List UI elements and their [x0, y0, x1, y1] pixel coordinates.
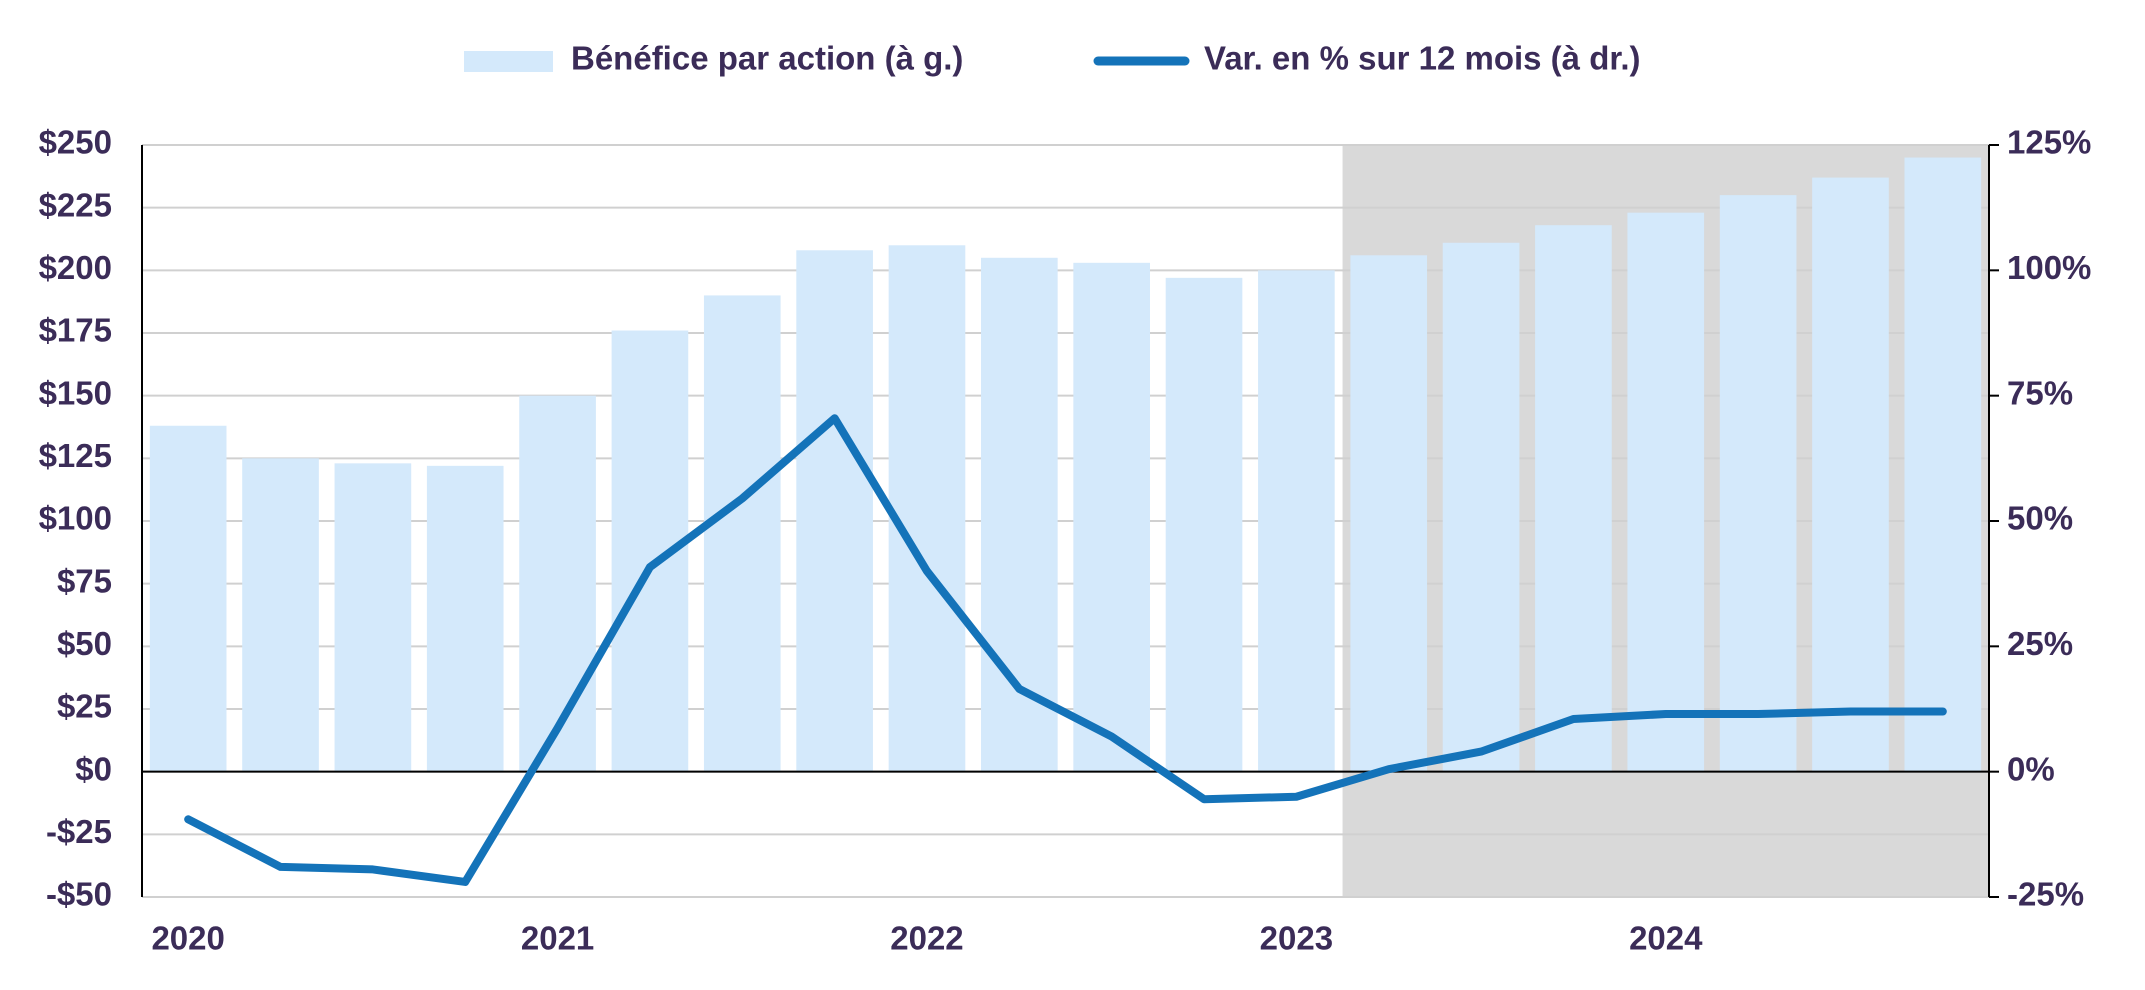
y-tick-label: $225 — [39, 186, 112, 223]
y2-tick-label: 125% — [2007, 124, 2091, 161]
bar — [1627, 212, 1705, 772]
x-tick-label: 2020 — [151, 920, 224, 957]
y2-tick-label: 25% — [2007, 625, 2073, 662]
bar — [1442, 242, 1520, 772]
y2-tick-label: -25% — [2007, 876, 2084, 913]
bar — [888, 245, 966, 772]
legend-label: Var. en % sur 12 mois (à dr.) — [1204, 40, 1641, 77]
bar — [242, 458, 319, 772]
line — [184, 414, 1947, 886]
y-tick-label: $25 — [57, 688, 112, 725]
y-tick-label: $75 — [57, 562, 112, 599]
y2-tick-label: 50% — [2007, 500, 2073, 537]
bar — [1535, 225, 1612, 772]
bar — [1350, 255, 1428, 772]
bar — [519, 395, 596, 772]
y-tick-label: $250 — [39, 124, 112, 161]
y2-tick-label: 75% — [2007, 374, 2073, 411]
y-tick-label: $100 — [39, 500, 112, 537]
y-tick-label: $50 — [57, 625, 112, 662]
bar — [796, 250, 873, 772]
y-tick-label: -$25 — [46, 813, 112, 850]
bar — [1719, 195, 1797, 772]
bar — [1073, 262, 1151, 772]
x-tick-label: 2022 — [890, 920, 963, 957]
y-tick-label: $150 — [39, 374, 112, 411]
legend-swatch — [464, 51, 553, 72]
legend-label: Bénéfice par action (à g.) — [571, 40, 963, 77]
y2-tick-label: 0% — [2007, 750, 2055, 787]
y2-tick-label: 100% — [2007, 249, 2091, 286]
y-tick-label: $175 — [39, 312, 112, 349]
y-tick-label: $125 — [39, 437, 112, 474]
bar — [1904, 157, 1982, 772]
bar — [149, 425, 227, 772]
y-tick-label: -$50 — [46, 876, 112, 913]
y-tick-label: $200 — [39, 249, 112, 286]
x-tick-label: 2023 — [1260, 920, 1333, 957]
bar — [1165, 277, 1243, 772]
bar — [703, 295, 781, 772]
bar — [426, 465, 504, 772]
bar — [1812, 177, 1889, 772]
x-tick-label: 2024 — [1629, 920, 1703, 957]
x-tick-label: 2021 — [521, 920, 594, 957]
bar — [980, 257, 1058, 772]
y-tick-label: $0 — [75, 750, 112, 787]
bar — [334, 463, 412, 772]
bar — [1258, 270, 1335, 772]
